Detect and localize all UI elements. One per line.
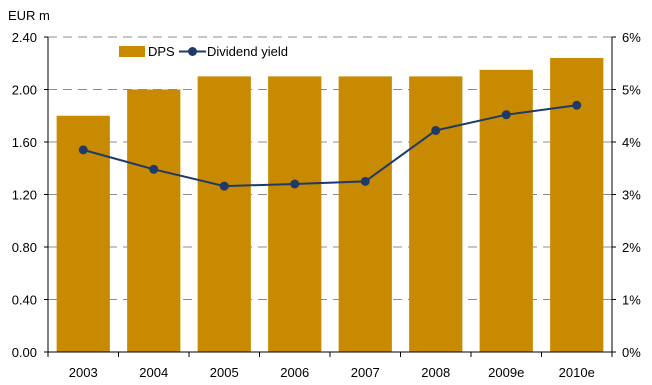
x-tick-label: 2004: [139, 365, 168, 380]
right-tick-label: 0%: [622, 345, 641, 360]
yield-point-2007: [360, 176, 370, 186]
x-tick-label: 2007: [351, 365, 380, 380]
legend-dps-swatch: [119, 46, 145, 57]
left-axis-ticks: 0.00 0.40 0.80 1.20 1.60 2.00 2.40: [12, 30, 37, 360]
right-tick-label: 5%: [622, 83, 641, 98]
left-tick-label: 2.00: [12, 83, 37, 98]
right-tick-label: 1%: [622, 293, 641, 308]
legend-yield-label: Dividend yield: [207, 44, 288, 59]
x-tick-label: 2003: [69, 365, 98, 380]
legend: DPS Dividend yield: [119, 44, 288, 59]
yield-point-2005: [219, 181, 229, 191]
yield-point-2008: [431, 125, 441, 135]
x-tick-label: 2008: [421, 365, 450, 380]
yield-point-2003: [78, 145, 88, 155]
bar-dps-2006: [268, 76, 322, 352]
bar-dps-2004: [127, 89, 181, 352]
left-tick-label: 1.60: [12, 135, 37, 150]
yield-point-2006: [290, 179, 300, 189]
x-tick-label: 2005: [210, 365, 239, 380]
axes: [44, 36, 616, 357]
right-tick-label: 3%: [622, 188, 641, 203]
legend-yield-marker: [188, 47, 197, 56]
legend-dps-label: DPS: [148, 44, 175, 59]
yield-point-2010e: [572, 100, 582, 110]
left-tick-label: 0.00: [12, 345, 37, 360]
x-tick-label: 2006: [280, 365, 309, 380]
bar-dps-2005: [197, 76, 251, 352]
bar-dps-2008: [409, 76, 463, 352]
left-tick-label: 1.20: [12, 188, 37, 203]
x-tick-label: 2010e: [559, 365, 595, 380]
right-tick-label: 2%: [622, 240, 641, 255]
left-tick-label: 2.40: [12, 30, 37, 45]
right-tick-label: 6%: [622, 30, 641, 45]
left-tick-label: 0.80: [12, 240, 37, 255]
right-axis-ticks: 0% 1% 2% 3% 4% 5% 6%: [622, 30, 641, 360]
bar-dps-2007: [338, 76, 392, 352]
x-tick-label: 2009e: [488, 365, 524, 380]
x-axis-ticks: 2003 2004 2005 2006 2007 2008 2009e 2010e: [69, 365, 595, 380]
yield-line: [78, 100, 582, 191]
right-tick-label: 4%: [622, 135, 641, 150]
dps-bars: [56, 58, 604, 352]
yield-series-line: [82, 104, 577, 188]
yield-point-2004: [149, 164, 159, 174]
yield-point-2009e: [501, 110, 511, 120]
unit-label: EUR m: [8, 8, 50, 23]
left-tick-label: 0.40: [12, 293, 37, 308]
